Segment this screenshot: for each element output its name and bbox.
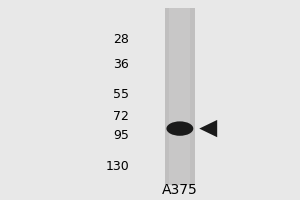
Text: 95: 95 bbox=[113, 129, 129, 142]
Bar bbox=[169, 8, 190, 185]
Text: 72: 72 bbox=[113, 110, 129, 123]
Bar bbox=[165, 8, 195, 185]
Text: 130: 130 bbox=[105, 160, 129, 173]
Polygon shape bbox=[199, 120, 217, 137]
Text: A375: A375 bbox=[162, 183, 198, 197]
Text: 55: 55 bbox=[113, 88, 129, 101]
Ellipse shape bbox=[167, 121, 193, 136]
Text: 28: 28 bbox=[113, 33, 129, 46]
Text: 36: 36 bbox=[113, 58, 129, 71]
